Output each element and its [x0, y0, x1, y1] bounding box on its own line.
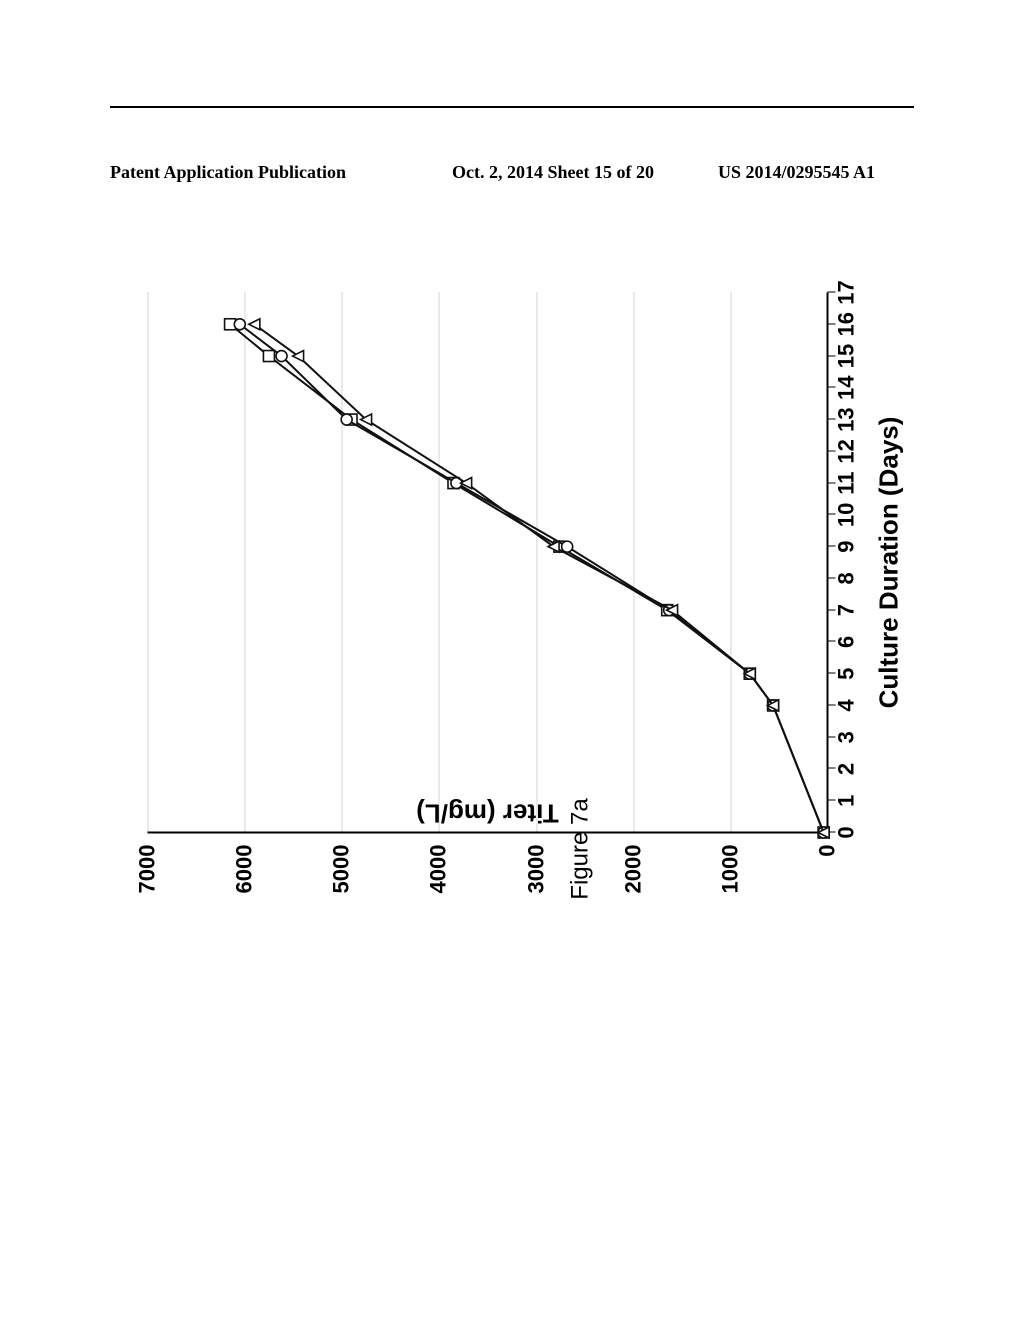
y-tick-label: 6000 — [234, 845, 256, 925]
x-tick-label: 6 — [836, 627, 858, 657]
x-tick-label: 7 — [836, 595, 858, 625]
series-line — [240, 324, 824, 832]
header-left-text: Patent Application Publication — [110, 162, 346, 183]
plot-svg — [148, 293, 828, 833]
series-line — [230, 324, 824, 832]
y-tick-label: 3000 — [525, 845, 547, 925]
series-group — [225, 319, 830, 838]
y-tick-label: 5000 — [331, 845, 353, 925]
x-tick-label: 14 — [836, 373, 858, 403]
plot-area: Titer (mg/L) Culture Duration (Days) 010… — [148, 293, 828, 833]
y-tick-label: 2000 — [622, 845, 644, 925]
y-tick-label: 0 — [817, 845, 839, 925]
figure-container: Titer (mg/L) Culture Duration (Days) 010… — [113, 248, 918, 928]
x-tick-label: 5 — [836, 659, 858, 689]
x-tick-label: 17 — [836, 278, 858, 308]
chart: Titer (mg/L) Culture Duration (Days) 010… — [113, 248, 918, 928]
figure-caption: Figure 7a — [567, 798, 595, 899]
x-axis-title: Culture Duration (Days) — [874, 293, 905, 833]
x-tick-label: 16 — [836, 309, 858, 339]
series-marker — [234, 319, 245, 330]
x-tick-label: 15 — [836, 341, 858, 371]
x-tick-label: 10 — [836, 500, 858, 530]
x-tick-label: 0 — [836, 818, 858, 848]
page: Patent Application Publication Oct. 2, 2… — [0, 0, 1024, 1320]
series-marker — [263, 351, 274, 362]
x-tick-label: 2 — [836, 754, 858, 784]
x-tick-label: 12 — [836, 436, 858, 466]
x-tick-label: 13 — [836, 405, 858, 435]
y-tick-label: 1000 — [719, 845, 741, 925]
x-tick-label: 1 — [836, 786, 858, 816]
header-right-text: US 2014/0295545 A1 — [718, 162, 875, 183]
series-marker — [276, 351, 287, 362]
x-tick-label: 4 — [836, 690, 858, 720]
y-tick-label: 4000 — [428, 845, 450, 925]
x-tick-label: 11 — [836, 468, 858, 498]
x-tick-label: 8 — [836, 563, 858, 593]
series-line — [254, 324, 823, 832]
x-tick-label: 9 — [836, 532, 858, 562]
header-rule — [110, 106, 914, 108]
y-tick-label: 7000 — [137, 845, 159, 925]
series-marker — [249, 319, 260, 330]
header-mid-text: Oct. 2, 2014 Sheet 15 of 20 — [452, 162, 654, 183]
series-marker — [562, 541, 573, 552]
series-marker — [341, 414, 352, 425]
x-tick-label: 3 — [836, 722, 858, 752]
